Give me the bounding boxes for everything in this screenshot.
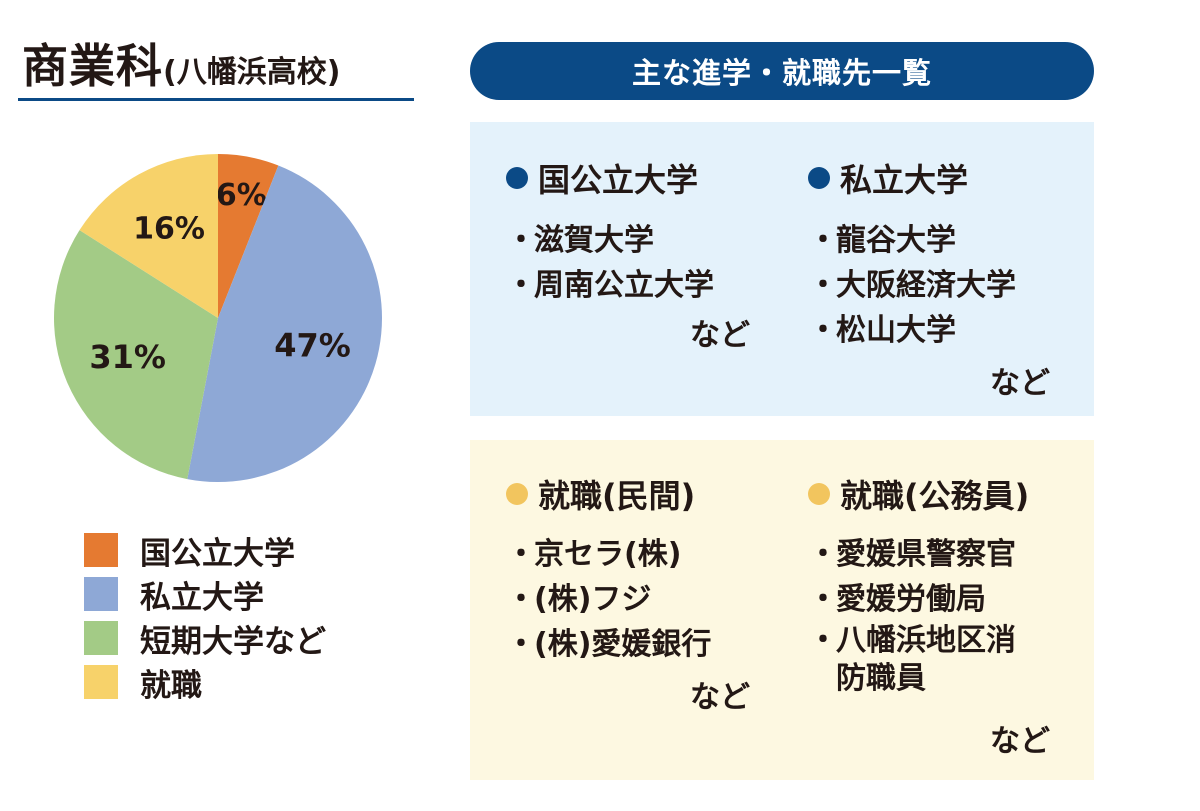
chart-legend: 国公立大学 私立大学 短期大学など 就職 (84, 528, 326, 704)
list-item: ・(株)フジ (506, 582, 652, 617)
legend-item-national: 国公立大学 (84, 528, 326, 572)
public-employment-column: 就職(公務員) ・愛媛県警察官 ・愛媛労働局 ・八幡浜地区消防職員 (808, 474, 1029, 704)
legend-label: 短期大学など (140, 623, 326, 660)
heading-label: 国公立大学 (538, 161, 699, 199)
list-item: ・愛媛労働局 (808, 582, 986, 617)
bullet-dot-icon (808, 167, 830, 189)
data-label: 31% (89, 338, 166, 376)
list-item: ・京セラ(株) (506, 537, 682, 572)
legend-label: 就職 (140, 667, 202, 704)
legend-item-employment: 就職 (84, 660, 326, 704)
data-label: 47% (274, 326, 351, 364)
legend-swatch (84, 577, 118, 611)
private-employment-column: 就職(民間) ・京セラ(株) ・(株)フジ ・(株)愛媛銀行 (506, 474, 711, 667)
legend-item-private: 私立大学 (84, 572, 326, 616)
list-item: ・周南公立大学 (506, 268, 714, 303)
private-university-column: 私立大学 ・龍谷大学 ・大阪経済大学 ・松山大学 (808, 158, 1016, 353)
list-item: ・龍谷大学 (808, 223, 956, 258)
etc-label: など (690, 680, 750, 715)
section-banner: 主な進学・就職先一覧 (470, 42, 1094, 100)
destination-list: ・京セラ(株) ・(株)フジ ・(株)愛媛銀行 (506, 532, 711, 667)
list-item: ・滋賀大学 (506, 223, 654, 258)
slice-national (218, 154, 279, 318)
heading-label: 就職(公務員) (840, 477, 1030, 515)
legend-swatch (84, 621, 118, 655)
legend-swatch (84, 533, 118, 567)
list-item: ・大阪経済大学 (808, 268, 1016, 303)
university-box: 国公立大学 ・滋賀大学 ・周南公立大学 など 私立大学 ・龍谷大学 ・大阪経済大… (470, 122, 1094, 416)
legend-label: 国公立大学 (140, 535, 295, 572)
data-label: 16% (133, 211, 205, 246)
etc-label: など (690, 318, 750, 353)
title-underline (18, 98, 414, 101)
section-heading: 就職(民間) (506, 474, 711, 515)
data-label: 6% (216, 178, 267, 213)
employment-box: 就職(民間) ・京セラ(株) ・(株)フジ ・(株)愛媛銀行 など 就職(公務員… (470, 440, 1094, 780)
title-sub: (八幡浜高校) (163, 55, 341, 90)
title-main: 商業科 (22, 39, 163, 93)
legend-swatch (84, 665, 118, 699)
etc-label: など (990, 724, 1050, 759)
etc-label: など (990, 366, 1050, 401)
bullet-dot-icon (506, 483, 528, 505)
list-item: ・八幡浜地区消防職員 (808, 623, 1016, 696)
bullet-dot-icon (506, 167, 528, 189)
national-university-column: 国公立大学 ・滋賀大学 ・周南公立大学 (506, 158, 714, 308)
destination-list: ・滋賀大学 ・周南公立大学 (506, 218, 714, 308)
bullet-dot-icon (808, 483, 830, 505)
slice-employment (79, 154, 219, 318)
list-item: ・(株)愛媛銀行 (506, 627, 712, 662)
heading-label: 就職(民間) (538, 477, 696, 515)
section-heading: 就職(公務員) (808, 474, 1030, 515)
legend-item-junior-college: 短期大学など (84, 616, 326, 660)
pie-chart: 6% 47% 31% 16% (53, 154, 383, 482)
slice-private (187, 165, 383, 482)
legend-label: 私立大学 (140, 579, 264, 616)
list-item: ・愛媛県警察官 (808, 537, 1016, 572)
slice-junior-college (53, 230, 218, 480)
section-heading: 私立大学 (808, 158, 1016, 199)
section-heading: 国公立大学 (506, 158, 714, 199)
heading-label: 私立大学 (840, 161, 969, 199)
destination-list: ・愛媛県警察官 ・愛媛労働局 ・八幡浜地区消防職員 (808, 532, 1029, 704)
destination-list: ・龍谷大学 ・大阪経済大学 ・松山大学 (808, 218, 1016, 353)
page-title: 商業科(八幡浜高校) (22, 30, 340, 96)
list-item: ・松山大学 (808, 313, 956, 348)
